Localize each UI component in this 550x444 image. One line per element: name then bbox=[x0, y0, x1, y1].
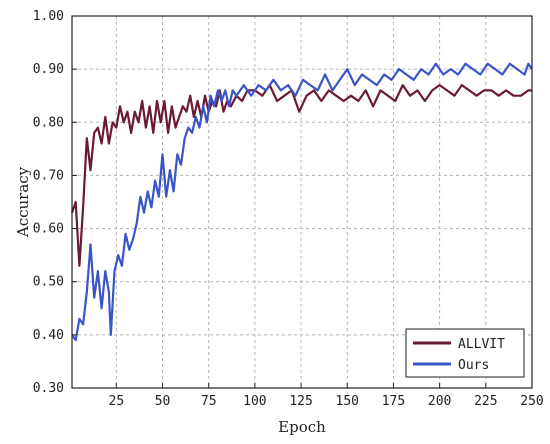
x-tick-label: 225 bbox=[474, 394, 497, 409]
x-tick-label: 50 bbox=[155, 394, 171, 409]
plot-frame bbox=[71, 15, 533, 389]
x-tick-label: 200 bbox=[428, 394, 451, 409]
legend-label-ours: Ours bbox=[458, 358, 489, 373]
y-tick-label: 0.60 bbox=[33, 222, 64, 237]
x-tick-label: 100 bbox=[243, 394, 266, 409]
x-tick-label: 25 bbox=[109, 394, 125, 409]
series-line-ours bbox=[71, 62, 533, 342]
legend: ALLVIT Ours bbox=[405, 328, 525, 378]
x-tick-label: 175 bbox=[382, 394, 405, 409]
legend-label-allvit: ALLVIT bbox=[458, 337, 505, 352]
y-tick-label: 0.90 bbox=[33, 62, 64, 77]
y-axis-title: Accuracy bbox=[14, 166, 32, 238]
x-tick-label: 125 bbox=[289, 394, 312, 409]
y-tick-label: 0.50 bbox=[33, 275, 64, 290]
y-tick-label: 0.70 bbox=[33, 168, 64, 183]
plot-area bbox=[72, 16, 532, 388]
legend-box bbox=[405, 328, 525, 378]
x-tick-label: 150 bbox=[336, 394, 359, 409]
x-axis-title: Epoch bbox=[278, 418, 326, 436]
y-tick-label: 0.80 bbox=[33, 115, 64, 130]
x-tick-label: 75 bbox=[201, 394, 217, 409]
series-lines bbox=[70, 62, 533, 342]
axis-ticks: 25 50 75 100 125 150 175 200 225 250 0.30 0.40 0.50 0… bbox=[33, 9, 544, 409]
grid-lines bbox=[72, 16, 532, 388]
y-tick-label: 0.30 bbox=[33, 381, 64, 396]
y-tick-label: 0.40 bbox=[33, 328, 64, 343]
y-tick-label: 1.00 bbox=[33, 9, 64, 24]
x-tick-label: 250 bbox=[520, 394, 543, 409]
